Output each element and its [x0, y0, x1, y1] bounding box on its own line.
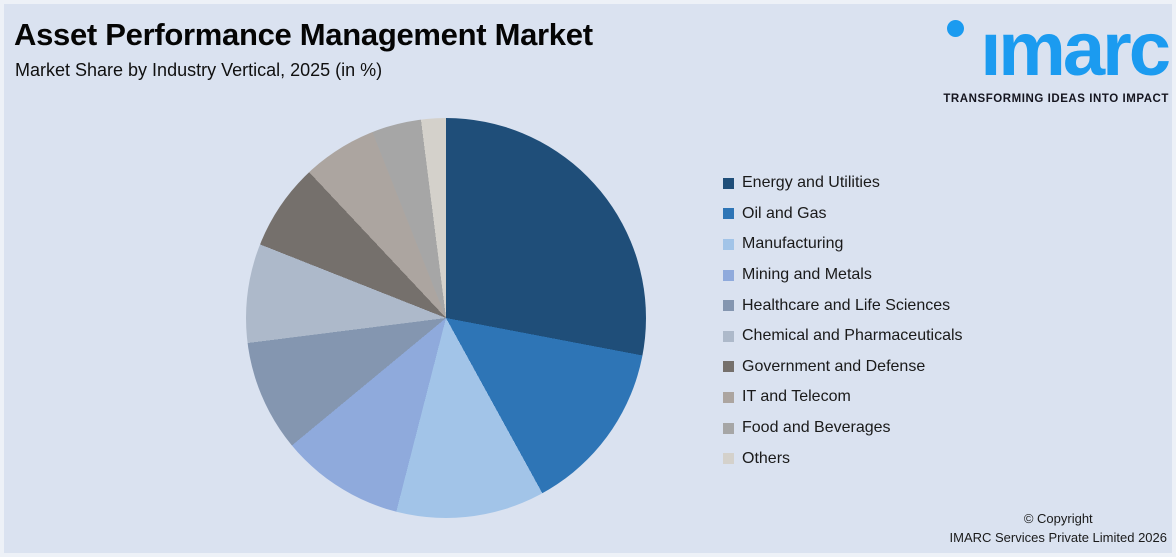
imarc-logo: ımarc TRANSFORMING IDEAS INTO IMPACT	[936, 0, 1171, 112]
legend-item-label: Chemical and Pharmaceuticals	[742, 327, 963, 345]
legend-swatch-icon	[723, 269, 734, 281]
legend-swatch-icon	[723, 177, 734, 189]
legend-swatch-icon	[723, 238, 734, 250]
legend-swatch-icon	[723, 330, 734, 342]
legend-item: Chemical and Pharmaceuticals	[723, 321, 963, 352]
legend-swatch-icon	[723, 391, 734, 403]
legend-item: Food and Beverages	[723, 413, 963, 444]
logo-tagline: TRANSFORMING IDEAS INTO IMPACT	[943, 93, 1169, 105]
legend-item-label: Food and Beverages	[742, 419, 891, 437]
legend-item-label: Government and Defense	[742, 357, 926, 375]
legend: Energy and Utilities Oil and Gas Manufactu…	[723, 168, 963, 474]
legend-item: IT and Telecom	[723, 382, 963, 413]
legend-swatch-icon	[723, 208, 734, 220]
logo-i-dot-icon	[947, 20, 964, 37]
legend-item-label: IT and Telecom	[742, 388, 851, 406]
pie-chart	[246, 118, 646, 518]
legend-item: Government and Defense	[723, 352, 963, 383]
legend-item: Manufacturing	[723, 229, 963, 260]
legend-swatch-icon	[723, 422, 734, 434]
copyright-line1: © Copyright	[1023, 511, 1093, 527]
legend-item-label: Oil and Gas	[742, 204, 827, 222]
legend-item: Healthcare and Life Sciences	[723, 290, 963, 321]
page-subtitle: Market Share by Industry Vertical, 2025 …	[15, 60, 383, 80]
legend-item-label: Energy and Utilities	[742, 174, 880, 192]
legend-item-label: Others	[742, 449, 791, 467]
logo-wordmark: ımarc	[980, 7, 1171, 92]
legend-item: Mining and Metals	[723, 260, 963, 291]
legend-item: Others	[723, 443, 963, 474]
legend-item-label: Manufacturing	[742, 235, 844, 253]
legend-item-label: Mining and Metals	[742, 266, 872, 284]
legend-swatch-icon	[723, 300, 734, 312]
legend-item: Oil and Gas	[723, 199, 963, 230]
copyright-line2: IMARC Services Private Limited 2026	[949, 530, 1167, 546]
copyright-notice: © Copyright IMARC Services Private Limit…	[950, 510, 1167, 548]
legend-swatch-icon	[723, 361, 734, 373]
page-title: Asset Performance Management Market	[14, 17, 593, 52]
legend-item: Energy and Utilities	[723, 168, 963, 199]
legend-item-label: Healthcare and Life Sciences	[742, 296, 951, 314]
legend-swatch-icon	[723, 453, 734, 465]
